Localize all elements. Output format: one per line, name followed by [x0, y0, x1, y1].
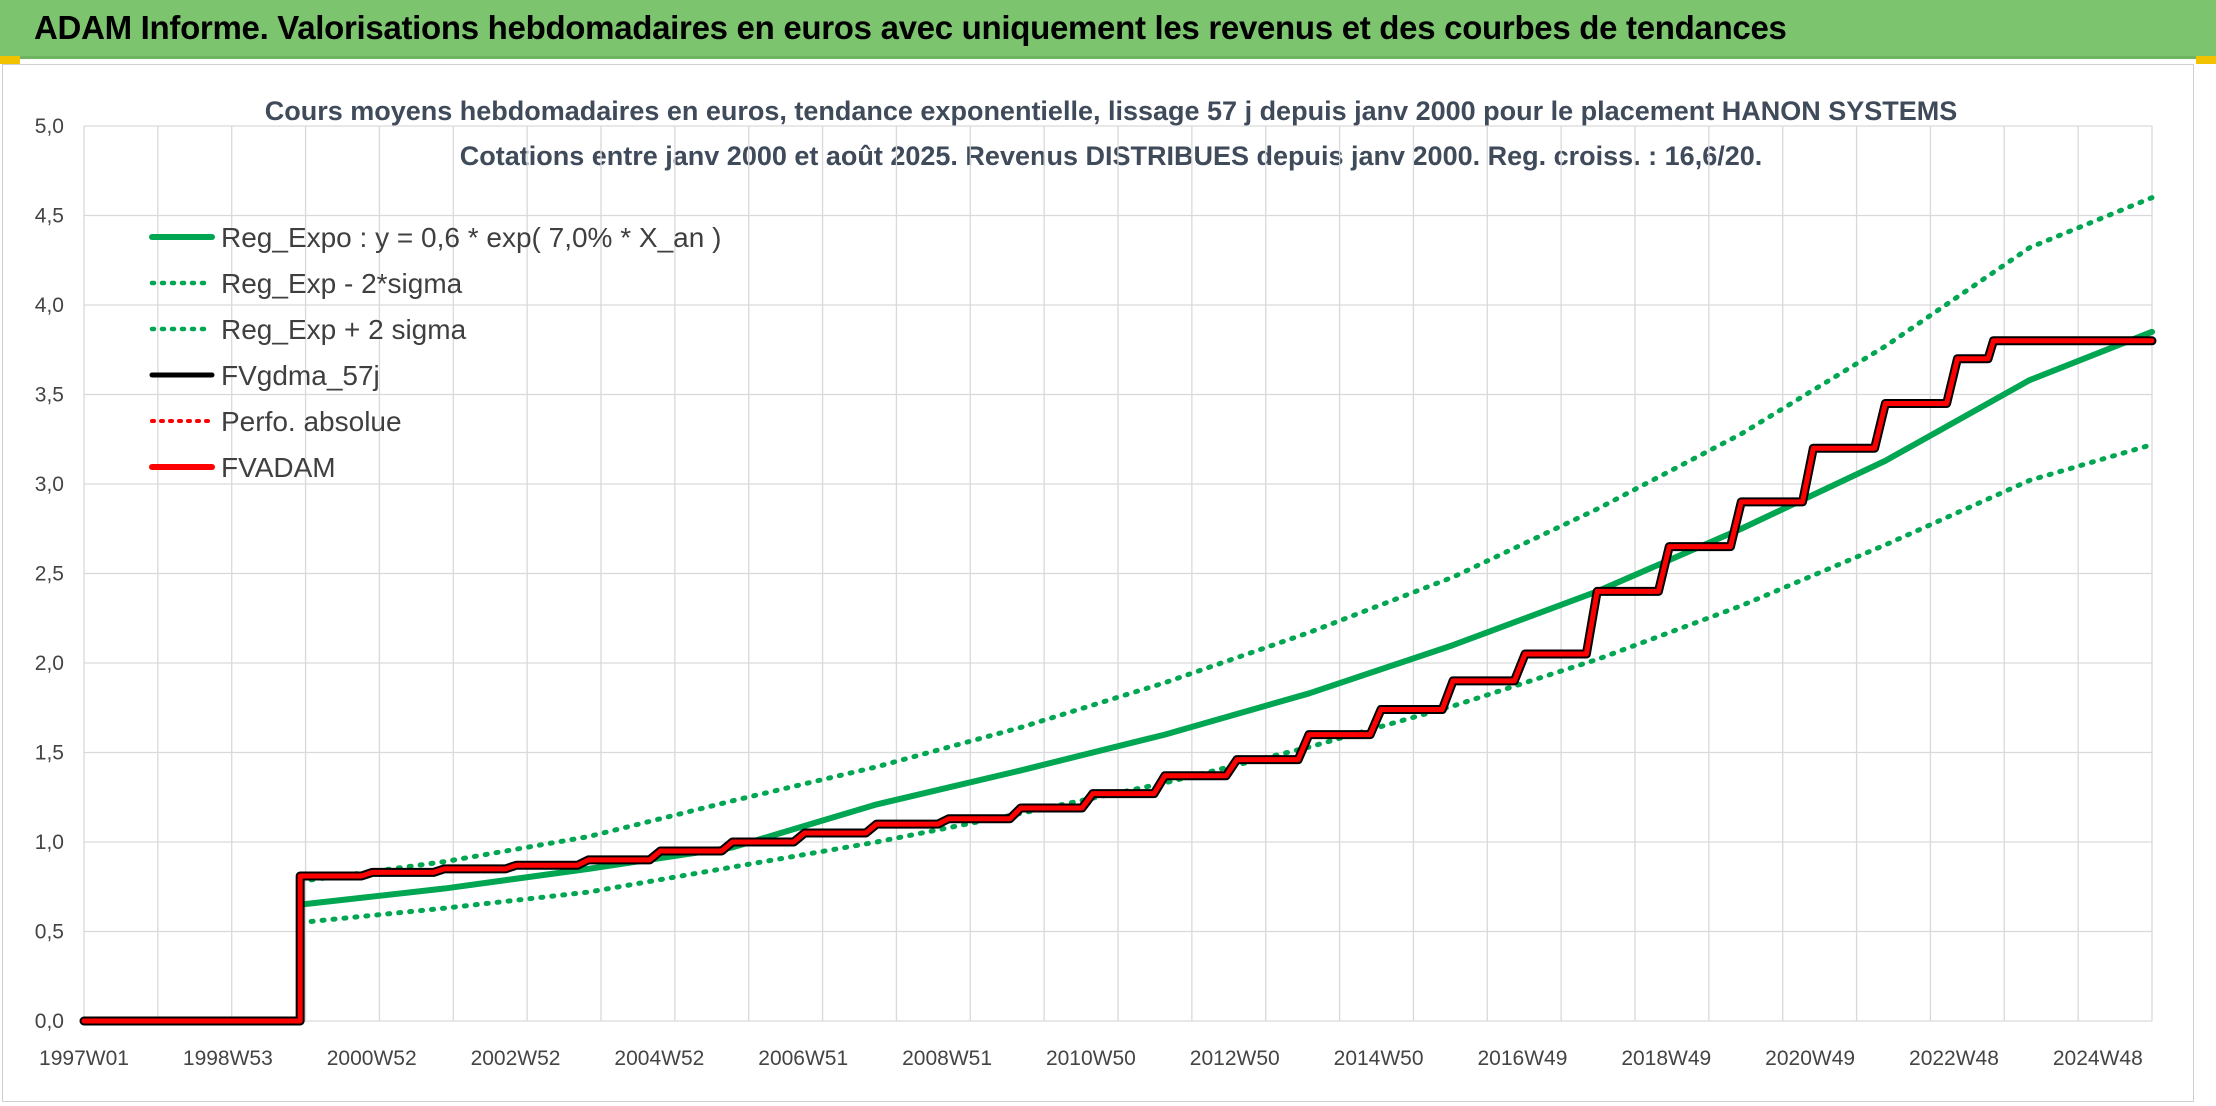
y-tick-label: 3,0 [35, 473, 64, 496]
legend-label: FVgdma_57j [221, 360, 380, 391]
x-tick-label: 2020W49 [1765, 1047, 1855, 1070]
legend: Reg_Expo : y = 0,6 * exp( 7,0% * X_an ) R… [149, 222, 721, 483]
x-tick-label: 2024W48 [2053, 1047, 2143, 1070]
y-tick-label: 1,0 [35, 831, 64, 854]
y-tick-label: 4,5 [35, 205, 64, 228]
y-tick-label: 2,0 [35, 652, 64, 675]
x-tick-label: 2016W49 [1477, 1047, 1567, 1070]
x-tick-label: 2008W51 [902, 1047, 992, 1070]
x-tick-label: 2004W52 [614, 1047, 704, 1070]
y-tick-label: 0,5 [35, 921, 64, 944]
series-line-4 [81, 338, 2155, 1024]
x-tick-label: 1998W53 [183, 1047, 273, 1070]
chart-subtitle: Cotations entre janv 2000 et août 2025. … [460, 141, 1763, 171]
x-tick-label: 1997W01 [39, 1047, 129, 1070]
legend-label: Perfo. absolue [221, 406, 402, 437]
legend-label: Reg_Expo : y = 0,6 * exp( 7,0% * X_an ) [221, 222, 721, 253]
y-tick-label: 2,5 [35, 563, 64, 586]
x-tick-label: 2012W50 [1190, 1047, 1280, 1070]
header-banner: ADAM Informe. Valorisations hebdomadaire… [0, 0, 2216, 59]
y-tick-label: 4,0 [35, 294, 64, 317]
x-tick-label: 2006W51 [758, 1047, 848, 1070]
series-group [79, 195, 2157, 1026]
x-axis: 1997W01 1998W53 2000W52 2002W52 2004W52 2006W… [39, 1047, 2143, 1070]
x-tick-label: 2018W49 [1621, 1047, 1711, 1070]
x-tick-label: 2002W52 [471, 1047, 561, 1070]
y-tick-label: 5,0 [35, 115, 64, 138]
y-tick-label: 3,5 [35, 384, 64, 407]
x-tick-label: 2010W50 [1046, 1047, 1136, 1070]
y-axis: 0,0 0,5 1,0 1,5 2,0 2,5 3,0 3,5 4,0 4,5 5,0 [35, 115, 64, 1033]
corner-mark-left [0, 56, 20, 64]
corner-mark-right [2196, 56, 2216, 64]
page-title: ADAM Informe. Valorisations hebdomadaire… [34, 9, 1787, 46]
x-tick-label: 2000W52 [327, 1047, 417, 1070]
legend-label: Reg_Exp - 2*sigma [221, 268, 463, 299]
x-tick-label: 2014W50 [1334, 1047, 1424, 1070]
legend-label: Reg_Exp + 2 sigma [221, 314, 467, 345]
chart-frame [2, 64, 2194, 1102]
grid [83, 125, 2153, 1022]
y-tick-label: 1,5 [35, 742, 64, 765]
series-line-1 [297, 442, 2155, 926]
series-line-0 [297, 328, 2155, 908]
y-tick-label: 0,0 [35, 1010, 64, 1033]
x-tick-label: 2022W48 [1909, 1047, 1999, 1070]
chart-title: Cours moyens hebdomadaires en euros, ten… [265, 96, 1958, 126]
legend-label: FVADAM [221, 452, 336, 483]
